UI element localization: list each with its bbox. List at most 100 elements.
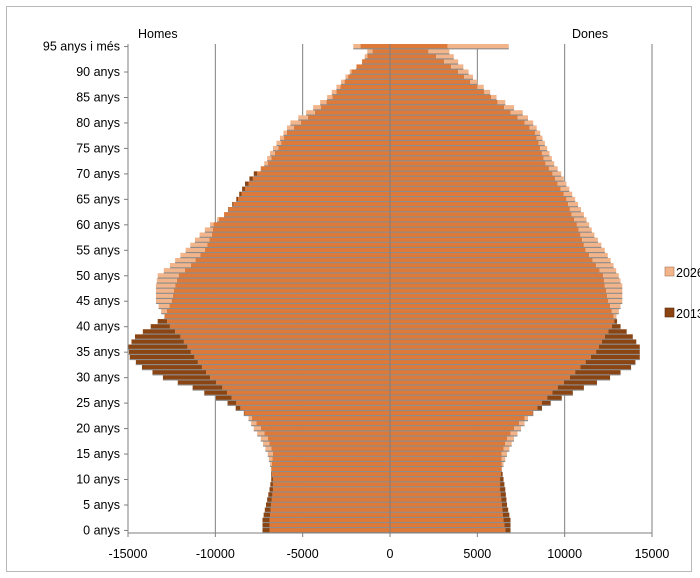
bar-women-age-67-overlap [390,186,561,192]
bar-men-age-26-overlap [231,395,390,401]
bar-women-age-19-2026 [510,431,518,437]
bar-women-age-54-overlap [390,252,590,258]
bar-women-age-66-overlap [390,191,564,197]
y-tick-label-2: 10 anys [76,473,120,487]
bar-men-age-57-2026 [194,237,210,243]
bar-men-age-36-overlap [187,344,390,350]
bar-men-age-86-2026 [331,89,337,95]
y-tick-label-15: 75 anys [76,141,120,155]
bar-men-age-3-overlap [270,512,390,518]
x-tick-label-0: 0 [387,547,394,561]
x-tick-label--5000: -5000 [287,547,319,561]
bar-men-age-56-2026 [190,242,208,248]
bar-men-age-91-2026 [355,64,357,70]
bar-men-age-56-overlap [207,242,390,248]
bar-men-age-70-2013 [253,171,258,177]
bar-men-age-50-overlap [178,273,390,279]
axes [124,44,653,537]
bar-women-age-89-2026 [464,74,473,80]
bar-men-age-12-overlap [271,466,390,472]
bar-women-age-94-overlap [390,49,429,55]
y-tick-label-16: 80 anys [76,116,120,130]
bar-men-age-52-overlap [190,263,390,269]
bar-men-age-5-overlap [271,502,390,508]
bar-men-age-7-overlap [272,492,390,498]
bar-women-age-86-overlap [390,89,485,95]
bar-men-age-16-overlap [271,446,390,452]
bar-men-age-21-overlap [256,420,390,427]
bar-men-age-93-overlap [367,54,390,60]
bar-women-age-2-2013 [503,517,511,523]
bar-women-age-3-2013 [502,512,510,518]
bar-men-age-23-2013 [243,410,245,416]
bar-women-age-11-2013 [500,471,503,477]
bar-women-age-45-2026 [608,298,623,304]
bar-men-age-48-overlap [175,283,390,289]
bar-women-age-21-overlap [390,420,520,427]
bar-women-age-81-2026 [517,115,528,121]
bar-men-age-1-overlap [269,522,390,528]
bar-women-age-36-overlap [390,344,600,350]
bar-women-age-82-2026 [510,110,523,116]
bar-women-age-11-overlap [390,471,501,477]
bar-women-age-16-2026 [503,446,510,452]
bar-men-age-39-2013 [142,329,176,335]
bar-men-age-19-overlap [264,431,390,437]
bar-women-age-38-overlap [390,334,605,340]
bar-women-age-63-overlap [390,207,570,213]
bar-women-age-90-overlap [390,69,459,75]
bar-women-age-0-2013 [505,527,511,533]
bar-men-age-88-2026 [341,79,345,85]
bar-men-age-2-2013 [262,517,270,523]
bar-men-age-95-overlap [360,44,390,50]
legend-swatch-2013 [664,307,675,318]
bar-men-age-18-2026 [260,436,268,442]
bar-men-age-45-overlap [171,298,390,304]
bar-men-age-59-overlap [212,227,390,233]
bar-men-age-43-2026 [161,308,168,314]
bar-women-age-43-overlap [390,308,612,314]
bar-women-age-79-2026 [529,125,537,131]
bar-women-age-22-overlap [390,415,525,421]
bar-women-age-85-2026 [491,94,497,101]
bar-men-age-50-2026 [157,273,179,279]
bar-men-age-54-overlap [200,252,390,258]
y-tick-label-6: 30 anys [76,371,120,385]
bar-men-age-60-overlap [213,222,390,228]
bar-men-age-34-2013 [129,354,195,360]
bar-women-age-23-overlap [390,410,533,416]
bar-men-age-25-overlap [236,400,390,406]
bar-women-age-39-overlap [390,329,609,335]
bar-women-age-58-2026 [580,232,595,238]
x-tick-labels: -15000 -10000 -5000 0 5000 10000 15000 [109,547,670,561]
bar-women-age-74-2026 [541,150,550,157]
side-label-dones: Dones [572,27,608,41]
bar-women-age-29-2013 [563,380,597,386]
bar-men-age-60-2026 [210,222,214,228]
legend-label-2026: 2026 [676,266,700,280]
bar-men-age-6-overlap [271,497,390,503]
bar-men-age-64-overlap [233,201,390,207]
bar-women-age-22-2026 [524,415,528,421]
bar-women-age-34-2013 [590,354,640,360]
bar-women-age-76-overlap [390,140,539,146]
bar-men-age-89-2026 [345,74,349,80]
bar-men-age-75-overlap [278,145,390,151]
bar-men-age-41-overlap [167,319,390,325]
bar-men-age-26-2013 [215,395,232,401]
bar-women-age-55-overlap [390,247,586,253]
bar-men-age-42-2026 [164,313,165,320]
y-tick-label-12: 60 anys [76,218,120,232]
bar-men-age-79-2026 [286,125,294,131]
bar-men-age-22-overlap [252,415,390,421]
bar-men-age-37-overlap [183,339,390,345]
bar-women-age-19-overlap [390,431,511,437]
bar-women-age-62-overlap [390,212,572,218]
bar-men-age-72-overlap [267,161,390,167]
bar-men-age-83-overlap [320,105,390,111]
bar-women-age-21-2026 [519,420,525,427]
bar-women-age-18-2026 [507,436,515,442]
bar-women-age-92-overlap [390,59,445,65]
bar-men-age-87-2026 [336,84,341,90]
